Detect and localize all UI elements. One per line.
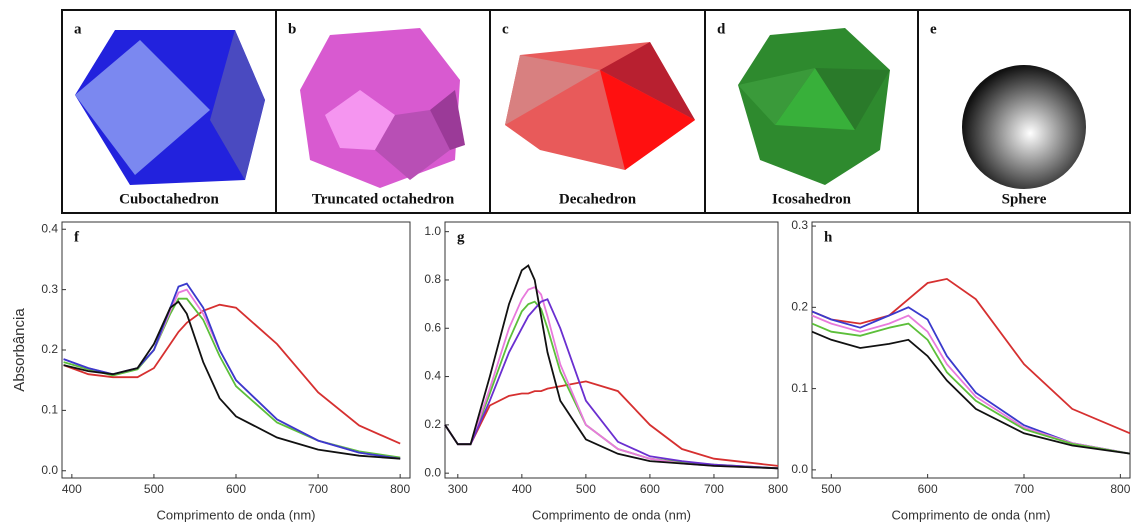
plot-frame: [811, 221, 1131, 479]
panel-letter: e: [930, 21, 937, 37]
y-tick-label: 0.3: [41, 282, 58, 296]
x-tick-label: 800: [768, 482, 788, 496]
shape-label: Decahedron: [559, 191, 637, 207]
series-line: [811, 322, 1131, 455]
y-tick-label: 0.0: [41, 463, 58, 477]
panel-letter: d: [717, 21, 726, 37]
y-tick-label: 0.2: [791, 300, 808, 314]
x-tick-label: 300: [448, 482, 468, 496]
shape-label: Sphere: [1002, 191, 1047, 207]
series-line: [811, 314, 1131, 455]
x-tick-label: 500: [144, 482, 164, 496]
cuboctahedron: [75, 30, 265, 185]
series-line: [444, 286, 779, 470]
y-tick-label: 0.3: [791, 218, 808, 232]
x-tick-label: 800: [390, 482, 410, 496]
y-tick-label: 0.2: [41, 342, 58, 356]
series-line: [444, 264, 779, 470]
icosahedron: [738, 28, 890, 185]
plot-frame: [61, 221, 411, 479]
x-tick-label: 500: [576, 482, 596, 496]
x-axis-label: Comprimento de onda (nm): [532, 507, 691, 522]
series-line: [63, 297, 401, 459]
series-line: [63, 300, 401, 460]
x-tick-label: 500: [821, 482, 841, 496]
y-tick-label: 0.0: [424, 465, 441, 479]
x-tick-label: 400: [512, 482, 532, 496]
x-tick-label: 700: [308, 482, 328, 496]
panel-letter: g: [457, 229, 465, 245]
x-tick-label: 700: [1014, 482, 1034, 496]
series-line: [811, 306, 1131, 455]
y-tick-label: 0.1: [791, 381, 808, 395]
y-tick-label: 0.1: [41, 403, 58, 417]
y-tick-label: 0.4: [424, 369, 441, 383]
series-line: [811, 277, 1131, 435]
truncated-octahedron: [300, 28, 465, 188]
y-tick-label: 0.0: [791, 462, 808, 476]
panel-letter: a: [74, 21, 82, 37]
plot-frame: [444, 221, 779, 479]
decahedron: [505, 42, 695, 170]
x-axis-label: Comprimento de onda (nm): [157, 507, 316, 522]
y-tick-label: 0.4: [41, 221, 58, 235]
panel-letter: b: [288, 21, 296, 37]
x-tick-label: 600: [918, 482, 938, 496]
y-axis-label: Absorbância: [11, 308, 28, 392]
x-axis-label: Comprimento de onda (nm): [892, 507, 1051, 522]
x-tick-label: 600: [640, 482, 660, 496]
shape-panels: [61, 9, 1131, 214]
x-tick-label: 700: [704, 482, 724, 496]
shape-label: Truncated octahedron: [312, 191, 455, 207]
x-tick-label: 400: [62, 482, 82, 496]
panel-letter: c: [502, 21, 509, 37]
panel-frame: [61, 9, 1131, 214]
y-tick-label: 0.6: [424, 320, 441, 334]
shape-label: Cuboctahedron: [119, 191, 219, 207]
sphere: [962, 65, 1086, 189]
shape-label: Icosahedron: [772, 191, 852, 207]
series-line: [444, 298, 779, 470]
series-line: [63, 303, 401, 445]
panel-letter: h: [824, 229, 833, 245]
series-line: [811, 330, 1131, 455]
y-tick-label: 0.2: [424, 417, 441, 431]
panel-letter: f: [74, 229, 80, 245]
x-tick-label: 800: [1110, 482, 1130, 496]
y-tick-label: 1.0: [424, 224, 441, 238]
x-tick-label: 600: [226, 482, 246, 496]
y-tick-label: 0.8: [424, 272, 441, 286]
series-line: [444, 380, 779, 467]
